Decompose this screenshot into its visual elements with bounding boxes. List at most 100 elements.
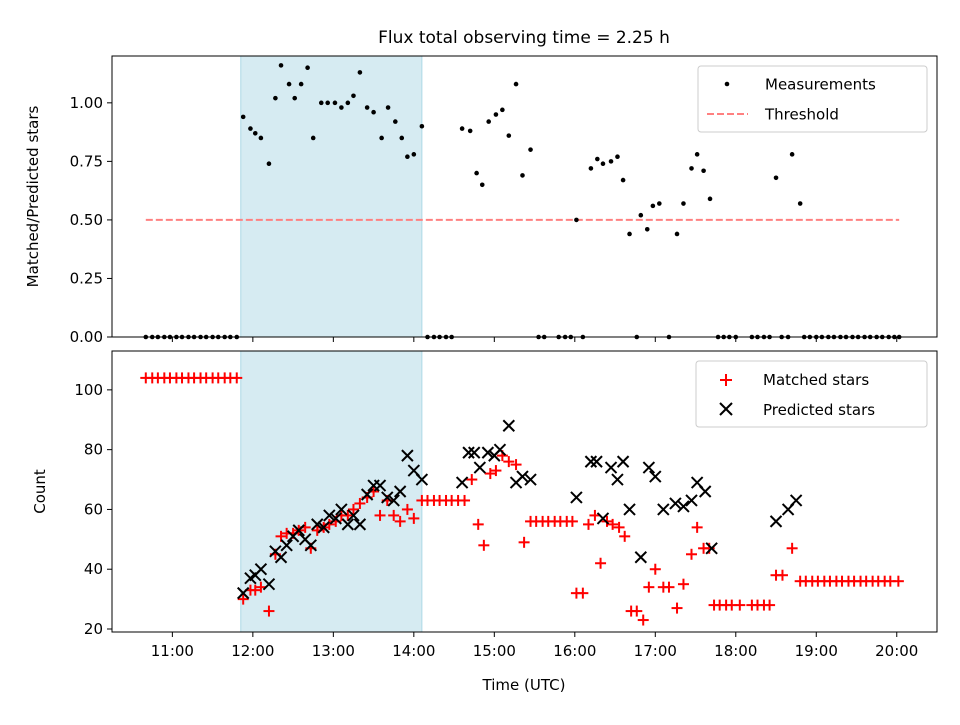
matched-star-point xyxy=(249,584,261,596)
predicted-star-point xyxy=(698,485,712,498)
measurement-point xyxy=(615,154,620,159)
top-x-ticks xyxy=(171,337,898,342)
measurement-point xyxy=(638,212,644,218)
matched-star-point xyxy=(663,581,675,593)
measurement-point xyxy=(371,109,376,115)
top-y-axis-label: Matched/Predicted stars xyxy=(24,106,42,288)
matched-star-point xyxy=(347,503,359,515)
matched-star-point xyxy=(478,539,490,551)
matched-star-point xyxy=(484,468,496,480)
measurement-point xyxy=(252,130,258,136)
bottom-shaded-span xyxy=(240,350,423,633)
bottom-legend-box xyxy=(695,360,928,428)
matched-star-point xyxy=(892,575,904,587)
measurement-point xyxy=(627,231,632,237)
bottom-y-ticks: 20 40 60 80 100 xyxy=(74,381,112,638)
legend-marker-measurements xyxy=(724,81,730,87)
predicted-star-point xyxy=(274,551,288,564)
measurement-point xyxy=(493,112,499,117)
bottom-y-tick-label: 80 xyxy=(84,441,103,459)
legend-label-predicted: Predicted stars xyxy=(763,401,875,419)
matched-star-point xyxy=(649,563,661,575)
legend-label-matched: Matched stars xyxy=(763,371,869,389)
measurement-point xyxy=(419,123,425,129)
bottom-legend: Matched stars Predicted stars xyxy=(695,360,928,428)
x-tick-label: 13:00 xyxy=(312,642,355,660)
predicted-star-point xyxy=(236,586,250,600)
measurement-point xyxy=(681,201,686,206)
predicted-star-point xyxy=(649,470,662,483)
measurement-point xyxy=(379,135,384,141)
measurement-point xyxy=(520,173,525,178)
matched-star-point xyxy=(595,557,607,569)
measurement-point xyxy=(467,128,473,134)
top-panel: 0.00 0.25 0.50 0.75 1.00 Matched/Predicted s… xyxy=(24,55,938,346)
top-y-tick-label: 1.00 xyxy=(70,94,103,112)
measurement-point xyxy=(266,161,272,167)
matched-star-point xyxy=(472,518,484,530)
predicted-star-point xyxy=(381,491,394,504)
measurement-point xyxy=(789,152,795,157)
measurement-point xyxy=(385,105,391,110)
top-y-tick-label: 0.00 xyxy=(70,328,103,346)
bottom-y-tick-label: 60 xyxy=(84,500,103,518)
measurement-point xyxy=(701,168,706,174)
predicted-star-point xyxy=(473,461,487,474)
measurement-point xyxy=(486,119,491,124)
predicted-star-point xyxy=(611,473,624,486)
measurement-point xyxy=(595,156,600,162)
measurement-point xyxy=(298,81,304,87)
predicted-star-point xyxy=(455,476,469,489)
matched-star-point xyxy=(643,581,655,593)
measurement-point xyxy=(689,166,694,171)
top-legend-box xyxy=(697,65,928,133)
predicted-star-point xyxy=(524,473,537,486)
bottom-panel: 20 40 60 80 100 11:00 12:00 13:00 14:00 15:00 16:… xyxy=(31,350,938,694)
measurement-point xyxy=(513,81,519,87)
matched-star-point xyxy=(734,599,746,611)
predicted-star-point xyxy=(387,494,400,507)
measurement-point xyxy=(474,170,479,176)
legend-label-measurements: Measurements xyxy=(765,76,876,94)
measurement-point xyxy=(305,65,310,71)
measurement-point xyxy=(411,152,417,157)
measurement-point xyxy=(620,177,626,183)
predicted-star-point xyxy=(317,521,330,534)
bottom-axes-frame xyxy=(111,350,938,633)
predicted-star-point xyxy=(323,509,336,522)
measurement-point xyxy=(332,100,338,106)
measurement-point xyxy=(399,135,405,141)
predicted-star-point xyxy=(616,455,630,468)
matched-star-point xyxy=(786,542,798,554)
predicted-star-point xyxy=(596,512,610,525)
predicted-star-point xyxy=(685,494,698,507)
legend-label-threshold: Threshold xyxy=(764,106,839,124)
top-y-tick-label: 0.75 xyxy=(70,152,103,170)
bottom-y-axis-label: Count xyxy=(31,469,49,514)
predicted-star-point xyxy=(373,479,387,492)
matched-star-point xyxy=(237,593,249,605)
x-tick-label: 12:00 xyxy=(231,642,274,660)
measurement-point xyxy=(506,133,512,138)
bottom-x-ticks: 11:00 12:00 13:00 14:00 15:00 16:00 17:00 18:00… xyxy=(151,632,918,660)
predicted-star-point xyxy=(360,488,374,501)
matched-star-point xyxy=(374,509,386,521)
matched-star-point xyxy=(354,497,366,509)
matched-star-point xyxy=(388,509,400,521)
matched-star-point xyxy=(607,518,619,530)
measurement-point xyxy=(459,126,465,131)
x-tick-label: 20:00 xyxy=(875,642,918,660)
matched-star-point xyxy=(518,536,530,548)
measurement-point xyxy=(345,100,351,106)
matched-star-point xyxy=(637,614,649,626)
measurement-point xyxy=(588,166,594,171)
predicted-star-point xyxy=(657,503,670,516)
predicted-star-point xyxy=(353,518,367,531)
matched-star-point xyxy=(510,459,522,471)
measurement-point xyxy=(405,154,410,159)
x-tick-label: 15:00 xyxy=(473,642,516,660)
measurement-point xyxy=(600,161,606,167)
matched-star-point xyxy=(691,521,703,533)
measurement-point xyxy=(325,100,331,106)
measurement-point xyxy=(351,93,356,99)
